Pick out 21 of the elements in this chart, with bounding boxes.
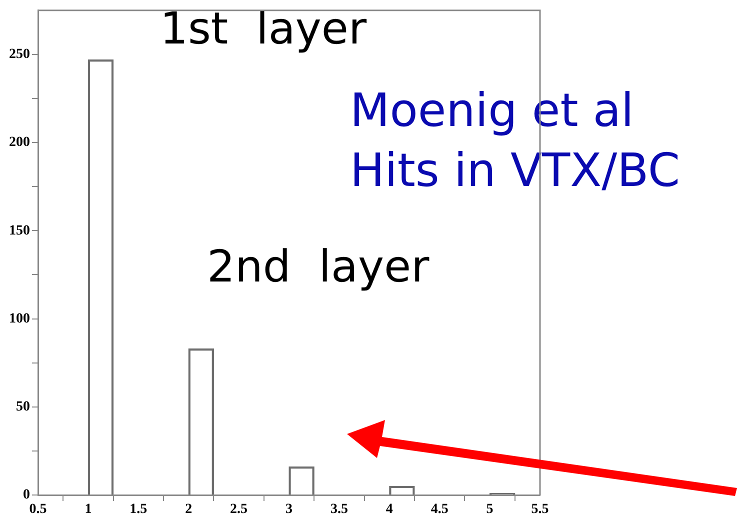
x-tick-label: 2 (185, 502, 192, 518)
x-tick-label: 1 (84, 502, 92, 518)
x-tick-label: 2.5 (230, 502, 248, 518)
x-tick-label: 5.5 (531, 502, 549, 518)
x-tick-label: 4.5 (430, 502, 448, 518)
annotation: 1st layer (160, 3, 368, 54)
x-tick-label: 1.5 (130, 502, 148, 518)
y-tick-label: 0 (23, 488, 30, 503)
x-tick-label: 4 (386, 502, 393, 518)
y-tick-label: 150 (9, 223, 30, 238)
y-tick-label: 200 (9, 135, 30, 150)
y-tick-label: 100 (9, 311, 30, 326)
annotation: 2nd layer (207, 241, 430, 292)
x-tick-label: 3.5 (330, 502, 348, 518)
y-tick-label: 50 (16, 400, 30, 414)
annotation: Hits in VTX/BC (350, 142, 680, 197)
x-tick-label: 3 (286, 502, 292, 518)
x-tick-label: 5 (486, 502, 494, 518)
y-tick-label: 250 (9, 47, 30, 62)
annotation: Moenig et al (350, 82, 634, 137)
x-tick-label: 0.5 (29, 502, 47, 518)
